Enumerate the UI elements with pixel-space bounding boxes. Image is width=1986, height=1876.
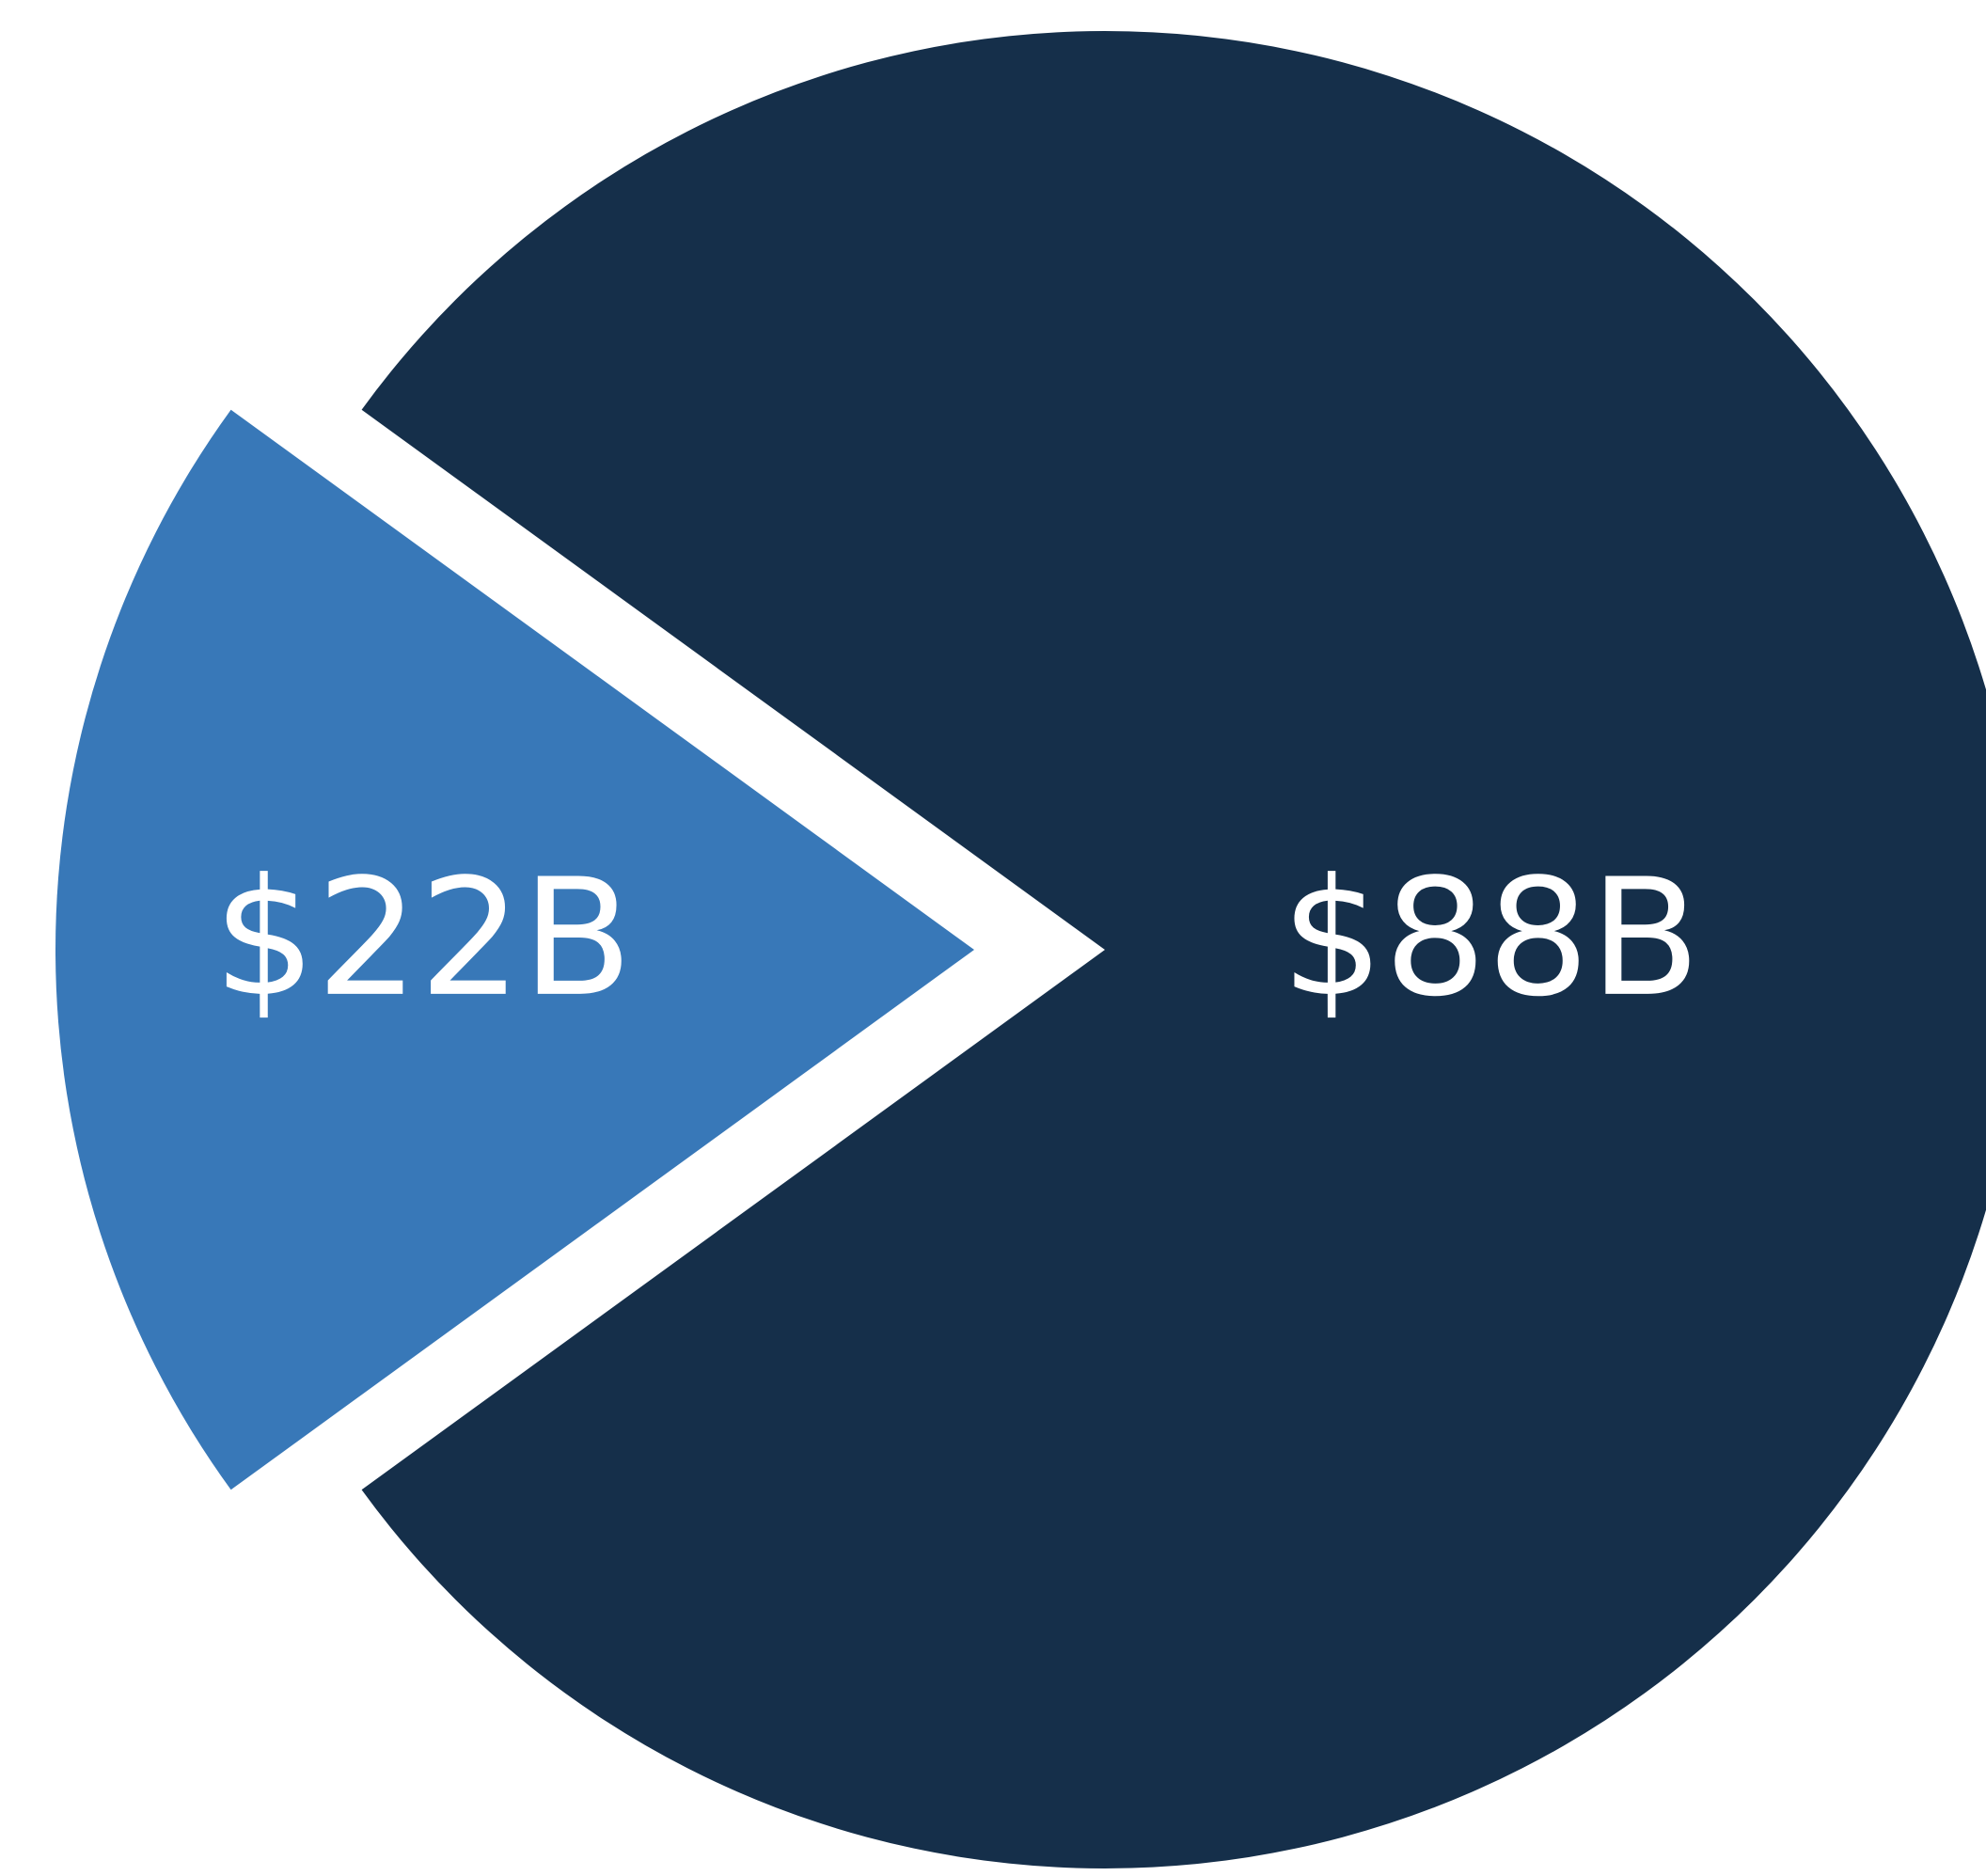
slice-label: $88B [1281,843,1700,1033]
slice-label: $22B [213,843,633,1033]
pie-slice [361,31,1986,1868]
pie-slice [55,409,974,1490]
